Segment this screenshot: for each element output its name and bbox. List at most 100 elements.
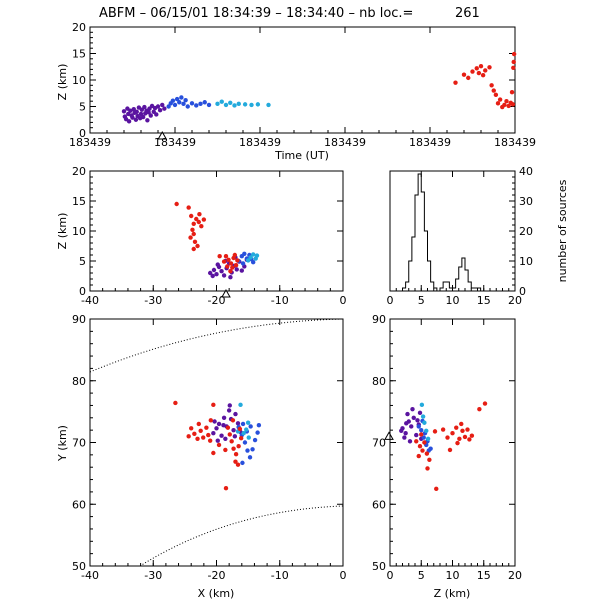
x_z-point — [221, 273, 227, 278]
z_y-point — [420, 448, 425, 453]
time_height-xtick-label: 183439 — [409, 136, 451, 149]
x_z-point — [221, 259, 227, 264]
x_z-ytick-label: 5 — [79, 255, 86, 268]
x_z-point — [233, 263, 239, 268]
x_z-point — [232, 252, 238, 258]
x_y-point — [233, 452, 239, 457]
x_z-point — [235, 258, 240, 263]
time_height-point — [506, 103, 511, 109]
z_y-point — [427, 457, 432, 462]
z_y-point — [417, 410, 423, 416]
time_height-point — [189, 101, 195, 106]
z_y-point — [450, 431, 455, 436]
x_z-ytick-label: 20 — [72, 165, 86, 178]
x_z-point — [194, 216, 199, 222]
z_y-point — [440, 427, 446, 432]
z_y-point — [425, 466, 430, 471]
z_y-point — [422, 440, 427, 445]
z_y-xtick-label: 15 — [477, 569, 491, 582]
time_height-point — [148, 113, 153, 118]
time_height-point — [491, 88, 496, 93]
histogram-xtick-label: 0 — [387, 294, 394, 307]
time_height-point — [502, 102, 507, 108]
x_y-point — [235, 421, 241, 426]
time_height-point — [466, 75, 471, 81]
z_y-point — [419, 432, 424, 437]
x_y-point — [216, 421, 222, 427]
x_y-point — [208, 418, 214, 423]
time_height-point — [121, 109, 127, 114]
chart-title: ABFM – 06/15/01 18:34:39 – 18:34:40 – nb… — [99, 6, 413, 21]
x_y-point — [227, 432, 232, 437]
z_y-point — [455, 440, 460, 446]
x-z-ylabel: Z (km) — [56, 213, 69, 250]
time_height-point — [166, 104, 171, 109]
x_z-point — [225, 264, 230, 269]
z_y-point — [419, 402, 425, 408]
z_y-point — [405, 411, 410, 417]
chart-marks: 183439 183439 183439 183439 183439 1834390510… — [69, 21, 536, 582]
time_height-point — [474, 66, 479, 71]
x_z-point — [195, 243, 200, 249]
z_y-point — [424, 428, 429, 433]
z_y-ytick-label: 90 — [372, 313, 386, 326]
time_height-point — [495, 101, 501, 106]
z_y-point — [416, 453, 421, 459]
range-arcs — [90, 319, 343, 566]
x_y-point — [215, 438, 220, 443]
z_y-point — [404, 421, 409, 426]
time_height-xtick-label: 183439 — [69, 136, 111, 149]
x_y-ytick-label: 60 — [72, 498, 86, 511]
x_y-point — [238, 402, 243, 408]
x_z-point — [215, 262, 220, 267]
panel-x-y-frame — [89, 318, 344, 567]
x_y-point — [233, 411, 238, 417]
x_y-point — [238, 435, 244, 441]
time_height-point — [126, 119, 132, 124]
z_y-point — [407, 439, 413, 444]
time_height-point — [183, 97, 188, 103]
x_y-point — [223, 485, 229, 491]
time_height-ytick-label: 15 — [72, 48, 86, 61]
z_y-point — [410, 406, 415, 412]
time_height-ytick-label: 10 — [72, 74, 86, 87]
x_y-point — [221, 423, 226, 428]
histogram-ytick-label: 40 — [519, 165, 533, 178]
x-y-xlabel: X (km) — [198, 587, 235, 600]
x_y-point — [219, 433, 224, 438]
z_y-point — [425, 436, 431, 441]
z_y-point — [432, 429, 438, 434]
x_y-point — [233, 459, 238, 464]
x_y-point — [250, 447, 255, 452]
time_height-point — [480, 73, 486, 78]
x_z-point — [192, 239, 198, 244]
z_y-point — [411, 415, 416, 420]
x_z-point — [223, 254, 229, 259]
x_z-point — [228, 261, 234, 266]
z_y-point — [469, 433, 475, 438]
x_z-point — [191, 221, 196, 226]
x_z-xtick-label: -20 — [208, 294, 226, 307]
x_y-point — [256, 423, 262, 428]
z-y-marker-triangle — [384, 431, 394, 440]
z_y-xtick-label: 20 — [508, 569, 522, 582]
z_y-point — [409, 424, 414, 429]
location-count: 261 — [455, 6, 480, 21]
x_z-point — [189, 213, 194, 219]
time_height-ytick-label: 20 — [72, 21, 86, 34]
time_height-point — [232, 103, 237, 108]
z_y-point — [415, 418, 420, 423]
x_y-point — [246, 435, 251, 440]
x_z-point — [250, 252, 256, 257]
z_y-point — [403, 431, 408, 436]
time_height-point — [504, 99, 509, 104]
time_height-point — [138, 111, 144, 117]
x_z-point — [186, 205, 191, 210]
time_height-point — [142, 104, 147, 110]
x_y-xtick-label: -40 — [81, 569, 99, 582]
x_y-point — [211, 431, 216, 436]
z_y-point — [416, 424, 421, 429]
x_y-xtick-label: -10 — [271, 569, 289, 582]
x_z-point — [230, 265, 235, 270]
time_height-point — [160, 102, 165, 108]
